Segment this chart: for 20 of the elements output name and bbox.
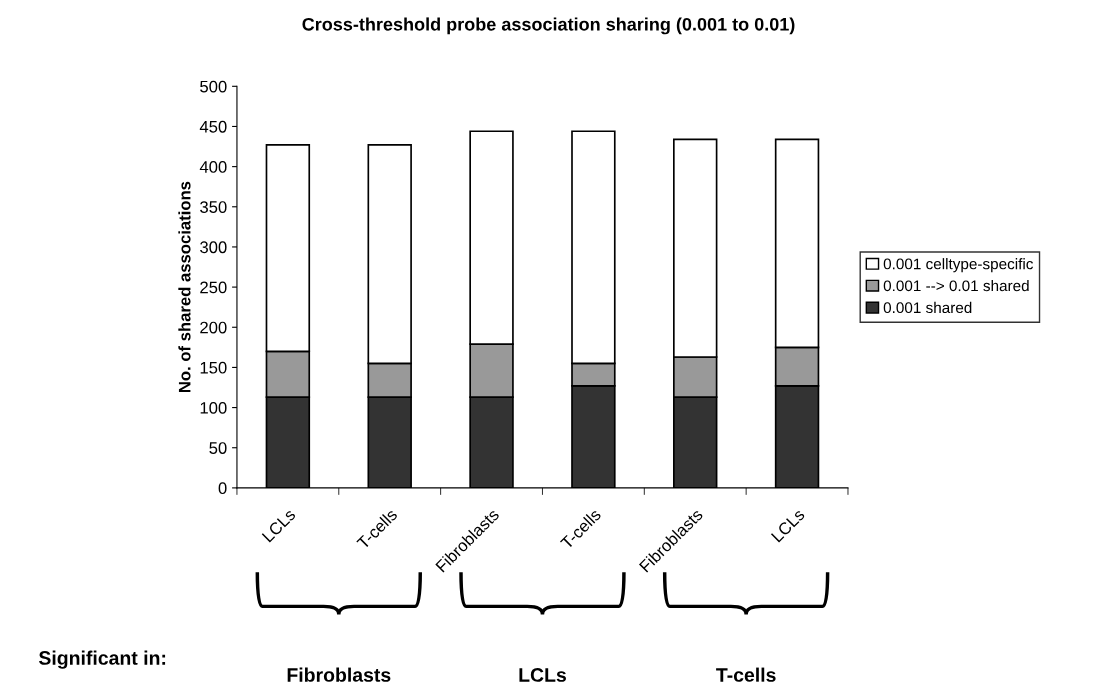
legend-label: 0.001 celltype-specific	[883, 258, 1034, 273]
y-tick-label: 0	[218, 482, 227, 495]
y-tick-label: 500	[200, 80, 227, 93]
y-tick-label: 350	[200, 201, 227, 213]
text: LCLs	[519, 668, 566, 682]
text: Significant in:	[38, 650, 166, 669]
y-tick-label: 300	[200, 241, 227, 254]
y-tick-label: 450	[199, 120, 227, 133]
y-tick-label: 250	[200, 281, 227, 294]
y-tick-label: 200	[200, 321, 227, 334]
y-tick-label: 150	[200, 361, 227, 374]
y-tick-label: 50	[209, 442, 227, 454]
text: Fibroblasts	[287, 667, 391, 682]
y-tick-label: 400	[199, 161, 227, 173]
legend-label: 0.001 shared	[883, 301, 972, 314]
text: T-cells	[716, 667, 776, 682]
legend-label: 0.001 --> 0.01 shared	[883, 279, 1029, 292]
chart-title: Cross-threshold probe association sharing (0.001 to 0.01)	[302, 17, 795, 35]
y-axis-title: No. of shared associations	[178, 181, 191, 393]
y-tick-label: 100	[200, 401, 227, 414]
